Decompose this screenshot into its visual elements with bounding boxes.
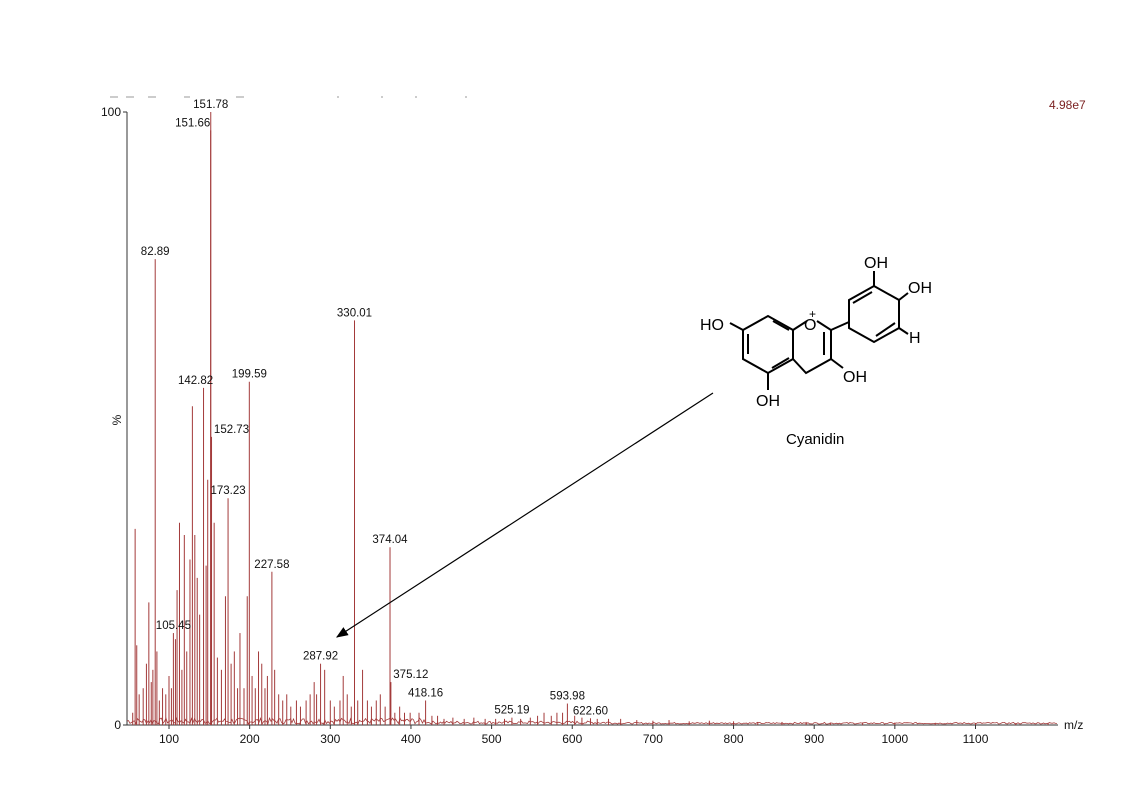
peak-label: 173.23	[210, 485, 245, 497]
x-tick-label: 600	[562, 732, 582, 746]
x-tick-label: 1100	[963, 732, 989, 746]
group-plus: +	[809, 307, 816, 321]
x-tick-label: 700	[643, 732, 663, 746]
peak-label: 82.89	[141, 246, 170, 258]
cyanidin-structure	[729, 271, 909, 390]
group-h: H	[909, 330, 921, 347]
peak-label: 151.66	[175, 117, 210, 129]
peak-label: 151.78	[193, 99, 228, 111]
x-axis-ticks: 100 200 300 400 500 600 700 800 900 1000 1100	[159, 725, 989, 746]
intensity-scale-label: 4.98e7	[1049, 98, 1086, 112]
y-tick-label: 0	[114, 718, 121, 732]
x-tick-label: 1000	[881, 732, 908, 746]
annotation-arrow	[335, 392, 714, 638]
peak-label: 227.58	[254, 559, 289, 571]
x-tick-label: 500	[482, 732, 502, 746]
group-o-plus: O	[804, 317, 816, 334]
group-ho-left: HO	[700, 317, 724, 334]
y-tick-label: 100	[101, 105, 121, 119]
x-tick-label: 900	[804, 732, 824, 746]
peak-label: 105.45	[156, 620, 191, 632]
y-axis-ticks: 0 100	[101, 105, 127, 732]
peak-label: 330.01	[337, 307, 372, 319]
x-tick-label: 100	[159, 732, 179, 746]
peak-label: 199.59	[232, 369, 267, 381]
peak-label: 525.19	[494, 705, 529, 717]
x-tick-label: 800	[724, 732, 744, 746]
peak-label: 622.60	[573, 705, 608, 717]
baseline-trace	[126, 716, 1058, 725]
peak-label: 142.82	[178, 375, 213, 387]
spectrum-peaks	[132, 112, 1049, 725]
x-tick-label: 200	[240, 732, 260, 746]
peak-label: 374.04	[372, 534, 408, 546]
peak-label: 287.92	[303, 651, 338, 663]
peak-label: 593.98	[550, 691, 585, 703]
x-axis-label: m/z	[1064, 718, 1083, 732]
peak-labels: 151.78 151.66 82.89 330.01 142.82 199.59 152.7…	[141, 99, 608, 717]
peak-label: 375.12	[393, 669, 428, 681]
x-tick-label: 300	[320, 732, 340, 746]
peak-label: 152.73	[214, 424, 249, 436]
group-oh-right: OH	[908, 280, 932, 297]
baseline-noise	[126, 716, 1058, 725]
x-tick-label: 400	[401, 732, 421, 746]
peak-label: 418.16	[408, 687, 443, 699]
group-oh-ring-c: OH	[843, 369, 867, 386]
compound-name: Cyanidin	[786, 431, 844, 448]
y-axis-label: %	[110, 414, 124, 425]
group-oh-bottom: OH	[756, 393, 780, 410]
group-oh-top: OH	[864, 255, 888, 272]
